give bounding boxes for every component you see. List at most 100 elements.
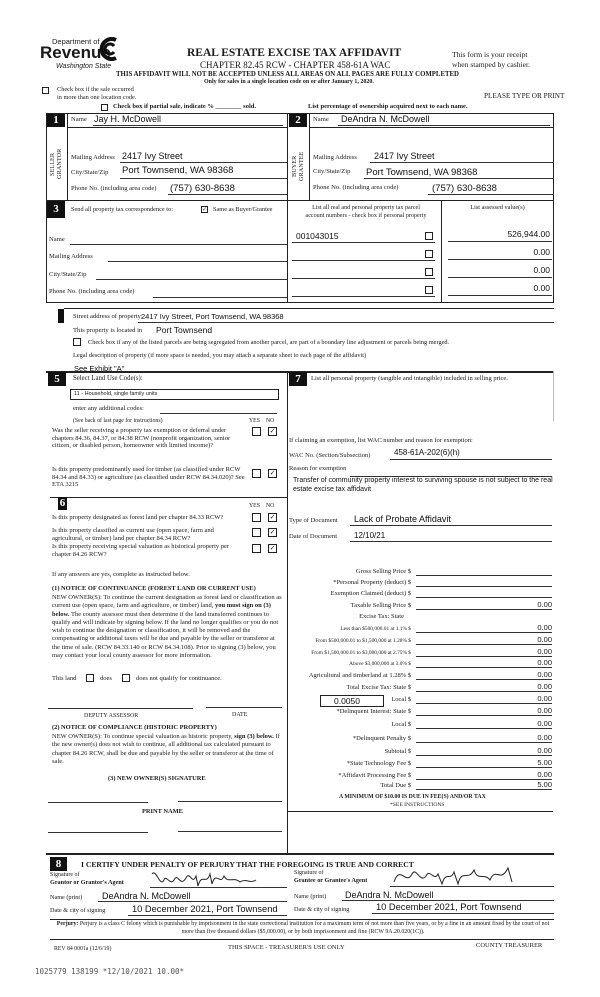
local-rate-field[interactable]: 0.0050 [320,695,384,707]
additional-codes-field[interactable] [160,413,277,414]
assessed-value-field[interactable]: 0.00 [533,265,550,275]
tax-row-value[interactable] [416,588,552,598]
wac-field[interactable]: 458-61A-202(6)(h) [394,448,460,457]
buyer-city-label: City/State/Zip [313,168,351,175]
tax-row-value[interactable]: 0.00 [416,733,552,743]
personal-property-checkbox[interactable] [425,232,433,240]
tax-row-label: *State Technology Fee $ [346,760,411,767]
assessed-value-field[interactable]: 0.00 [533,247,550,257]
yes-checkbox[interactable] [252,469,261,478]
no-checkbox[interactable]: ✓ [268,427,277,436]
form-subtitle: CHAPTER 82.45 RCW - CHAPTER 458-61A WAC [200,60,391,70]
new-owner-signature-label: (3) NEW OWNER(S) SIGNATURE [108,775,206,782]
tax-row-value[interactable]: 0.00 [416,600,552,610]
buyer-name-label: Name [313,116,329,123]
section8-top-rule [46,853,554,855]
grantor-date-field[interactable]: 10 December 2021, Port Townsend [132,904,278,914]
deputy-assessor-signature[interactable] [48,708,193,709]
yes-checkbox[interactable] [252,544,261,553]
tax-row-value[interactable] [416,577,552,587]
parties-box [46,113,554,303]
seller-name-field[interactable]: Jay H. McDowell [94,114,162,124]
section-number-7: 7 [289,372,307,386]
reason-field[interactable]: Transfer of community property interest … [293,477,553,493]
tax-row-value[interactable]: 5.00 [416,780,552,790]
personal-property-field[interactable] [291,390,551,430]
buyer-mailing-field[interactable]: 2417 Ivy Street [374,151,435,161]
print-name-2[interactable] [178,831,282,832]
yes-checkbox[interactable] [252,427,261,436]
reason-label: Reason for exemption [289,465,347,472]
parcel-number-field[interactable]: 001043015 [296,231,339,241]
assessor-date-field[interactable] [206,707,282,708]
legal-description-field[interactable]: See Exhibit "A" [74,364,125,373]
tax-row-value[interactable]: 0.00 [416,647,552,657]
seller-city-field[interactable]: Port Townsend, WA 98368 [122,165,234,176]
tax-row-value[interactable]: 0.00 [416,770,552,780]
minimum-due-note: A MINIMUM OF $10.00 IS DUE IN FEE(S) AND… [339,794,486,800]
question-text: Is this property predominantly used for … [52,466,245,489]
grantor-signature[interactable] [150,866,270,890]
does-qualify-checkbox[interactable] [86,674,94,682]
tax-row-value[interactable]: 0.00 [416,706,552,716]
grantee-name-field[interactable]: DeAndra N. McDowell [345,890,434,900]
yes-checkbox[interactable] [252,513,261,522]
grantee-date-field[interactable]: 10 December 2021, Port Townsend [376,902,522,912]
seller-mailing-field[interactable]: 2417 Ivy Street [122,151,183,161]
corr-mailing-field[interactable] [108,261,287,262]
tax-row-value[interactable]: 0.00 [416,658,552,668]
grantor-name-field[interactable]: DeAndra N. McDowell [102,891,191,901]
grantee-sig-underline [390,886,554,887]
assessed-underline [448,241,552,242]
question-text: Is this property designated as forest la… [52,514,224,521]
located-in-field[interactable]: Port Townsend [156,325,213,335]
seller-phone-field[interactable]: (757) 630-8638 [170,183,235,194]
assessed-value-field[interactable]: 0.00 [533,283,550,293]
buyer-side-divider [309,113,310,200]
corr-name-field[interactable] [70,244,287,245]
doc-type-field[interactable]: Lack of Probate Affidavit [354,514,451,524]
revenue-logo-icon [99,37,117,61]
notice2-bold: sign (3) below. [234,733,274,740]
doc-date-field[interactable]: 12/10/21 [354,531,386,540]
tax-row-value[interactable] [416,566,552,576]
multi-location-checkbox[interactable] [42,87,49,94]
new-owner-signature-2[interactable] [178,801,282,802]
tax-row-label: Local $ [391,721,411,728]
no-checkbox[interactable]: ✓ [268,544,277,553]
tax-row-value[interactable]: 0.00 [416,623,552,633]
same-as-buyer-checkbox[interactable]: ✓ [201,206,208,213]
tax-bottom-rule [287,811,553,812]
does-not-qualify-checkbox[interactable] [122,674,130,682]
new-owner-signature-1[interactable] [48,802,148,803]
personal-property-checkbox[interactable] [425,268,433,276]
tax-row-value[interactable]: 0.00 [416,682,552,692]
partial-sale-checkbox[interactable] [101,104,108,111]
buyer-phone-field[interactable]: (757) 630-8638 [432,183,497,194]
no-checkbox[interactable]: ✓ [268,513,277,522]
tax-row-value[interactable]: 0.00 [416,635,552,645]
tax-row-value[interactable]: 0.00 [416,719,552,729]
segregated-checkbox[interactable] [73,338,81,346]
print-name-1[interactable] [48,832,148,833]
grantee-signature[interactable] [392,862,522,888]
parcel-underline [292,242,435,243]
corr-city-field[interactable] [96,279,287,280]
assessed-value-field[interactable]: 526,944.00 [507,229,550,239]
no-checkbox[interactable]: ✓ [268,469,277,478]
corr-phone-field[interactable] [153,297,287,298]
yes-checkbox[interactable] [252,528,261,537]
tax-row-value[interactable]: 0.00 [416,694,552,704]
buyer-name-field[interactable]: DeAndra N. McDowell [341,114,430,124]
tax-row-value[interactable]: 0.00 [416,670,552,680]
buyer-city-field[interactable]: Port Townsend, WA 98368 [366,167,478,178]
send-correspondence-label: Send all property tax correspondence to: [71,206,173,213]
no-checkbox[interactable]: ✓ [268,528,277,537]
land-use-code-field[interactable]: 11 - Household, single family units [70,389,279,400]
personal-property-checkbox[interactable] [425,250,433,258]
tax-row-value[interactable]: 0.00 [416,746,552,756]
tax-row-value[interactable]: 5.00 [416,758,552,768]
personal-property-checkbox[interactable] [425,286,433,294]
notice1-pre: NEW OWNER(S): To continue the current de… [52,594,282,610]
street-address-field[interactable]: 2417 Ivy Street, Port Townsend, WA 98368 [141,312,284,321]
